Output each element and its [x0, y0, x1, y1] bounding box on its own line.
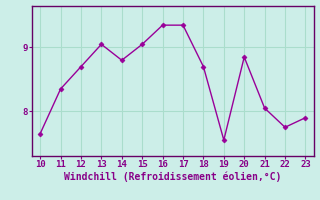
X-axis label: Windchill (Refroidissement éolien,°C): Windchill (Refroidissement éolien,°C) — [64, 172, 282, 182]
